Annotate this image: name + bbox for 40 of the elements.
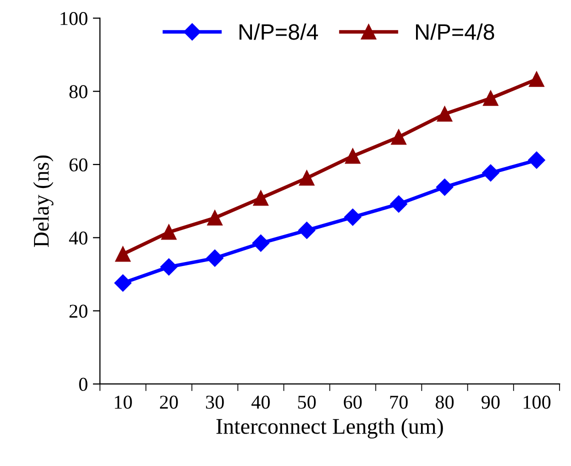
x-tick-label: 30 bbox=[206, 396, 224, 409]
y-tick-label: 20 bbox=[70, 304, 88, 318]
x-tick-label: 60 bbox=[344, 396, 362, 409]
y-tick-label: 80 bbox=[69, 85, 88, 98]
point bbox=[345, 148, 360, 164]
x-tick-label: 20 bbox=[160, 396, 178, 409]
x-tick-label: 70 bbox=[390, 396, 408, 409]
legend-label: N/P=8/4 bbox=[240, 24, 318, 40]
point bbox=[528, 152, 546, 169]
x-tick-label: 10 bbox=[114, 396, 132, 409]
x-tick-label: 50 bbox=[298, 396, 316, 409]
point bbox=[344, 208, 362, 226]
y-tick-label: 60 bbox=[70, 158, 88, 172]
point bbox=[528, 72, 544, 87]
x-axis-title: Interconnect Length (um) bbox=[216, 418, 443, 438]
x-tick-label: 90 bbox=[482, 396, 500, 409]
point bbox=[114, 274, 132, 292]
point bbox=[482, 164, 500, 182]
legend-label: N/P=4/8 bbox=[416, 24, 494, 40]
point bbox=[206, 250, 224, 267]
x-tick-label: 40 bbox=[251, 396, 270, 409]
point bbox=[299, 170, 314, 186]
point bbox=[160, 258, 178, 276]
x-tick-label: 80 bbox=[436, 396, 454, 409]
point bbox=[207, 210, 222, 226]
point bbox=[390, 195, 408, 213]
point bbox=[391, 129, 406, 145]
y-tick-label: 40 bbox=[69, 231, 88, 245]
point bbox=[436, 178, 454, 196]
point bbox=[252, 234, 270, 252]
y-tick-label: 0 bbox=[79, 378, 88, 391]
point bbox=[298, 222, 316, 239]
point bbox=[482, 90, 498, 106]
point bbox=[253, 190, 268, 206]
point bbox=[161, 224, 177, 240]
y-axis-title: Delay (ns) bbox=[33, 155, 54, 248]
x-tick-label: 100 bbox=[524, 396, 550, 409]
y-tick-label: 100 bbox=[60, 12, 88, 26]
point bbox=[437, 106, 452, 122]
point bbox=[115, 246, 131, 262]
